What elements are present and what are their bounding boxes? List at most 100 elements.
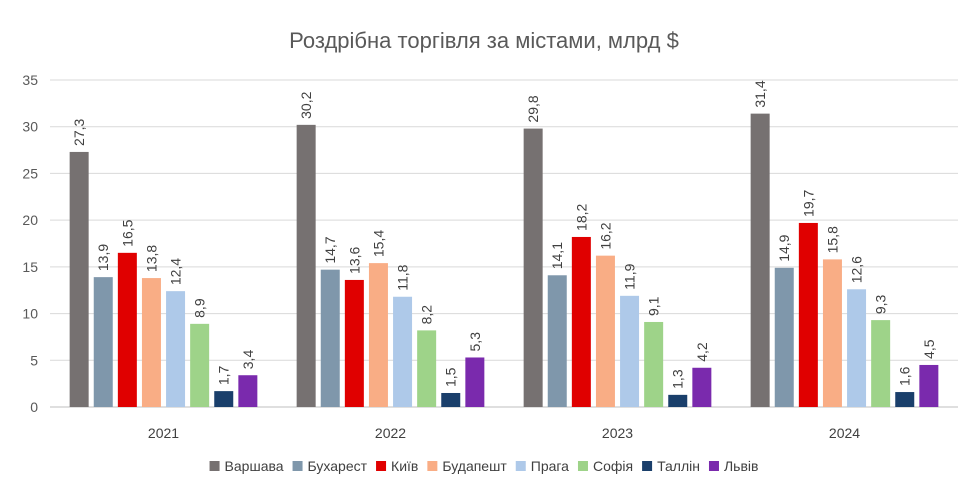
x-category-label: 2023 <box>602 425 633 441</box>
bar <box>93 277 113 407</box>
data-labels: 27,3 13,9 16,5 13,8 12,4 8,9 1,7 3,4 30,2 14,7 13,… <box>71 80 937 389</box>
x-category-label: 2021 <box>148 425 179 441</box>
bar <box>523 128 543 407</box>
legend-swatch <box>708 461 719 471</box>
bar <box>320 269 340 407</box>
data-label: 14,1 <box>549 242 565 269</box>
bar <box>69 151 89 407</box>
data-label: 29,8 <box>525 95 541 122</box>
bar <box>798 222 818 407</box>
bar <box>644 321 664 407</box>
legend-label: Софія <box>593 458 633 474</box>
data-label: 9,3 <box>873 294 889 314</box>
y-tick-label: 30 <box>22 119 38 135</box>
y-tick-label: 35 <box>22 72 38 88</box>
bar <box>238 375 258 407</box>
bar <box>214 391 234 407</box>
data-label: 1,7 <box>216 365 232 385</box>
data-label: 15,8 <box>824 226 840 253</box>
data-label: 13,9 <box>95 244 111 271</box>
legend-swatch <box>292 461 303 471</box>
bar <box>465 357 485 407</box>
legend-label: Бухарест <box>308 458 368 474</box>
legend-swatch <box>577 461 588 471</box>
legend-swatch <box>376 461 387 471</box>
data-label: 18,2 <box>573 203 589 230</box>
data-label: 15,4 <box>370 230 386 257</box>
x-axis-categories: 2021 2022 2023 2024 <box>148 425 860 441</box>
bar <box>344 279 364 407</box>
y-tick-label: 5 <box>30 352 38 368</box>
bar <box>441 392 461 407</box>
x-category-label: 2024 <box>829 425 860 441</box>
data-label: 9,1 <box>646 296 662 316</box>
y-axis-ticks: 0 5 10 15 20 25 30 35 <box>22 72 38 415</box>
bar <box>368 263 388 407</box>
y-tick-label: 0 <box>30 399 38 415</box>
data-label: 27,3 <box>71 118 87 145</box>
legend-swatch <box>427 461 438 471</box>
gridlines <box>50 79 958 408</box>
data-label: 1,6 <box>897 366 913 386</box>
bar <box>774 267 794 407</box>
data-label: 11,8 <box>395 264 411 290</box>
legend-swatch <box>515 461 526 471</box>
legend-label: Прага <box>531 458 569 474</box>
chart-title: Роздрібна торгівля за містами, млрд $ <box>289 28 679 53</box>
data-label: 4,5 <box>921 339 937 359</box>
bar <box>895 392 915 407</box>
bar <box>117 252 137 407</box>
bar <box>750 113 770 407</box>
bar <box>620 295 640 407</box>
data-label: 3,4 <box>240 350 256 370</box>
data-label: 13,8 <box>143 245 159 272</box>
x-category-label: 2022 <box>375 425 406 441</box>
legend-swatch <box>209 461 220 471</box>
bar <box>296 124 316 407</box>
bar <box>190 323 210 407</box>
bar <box>692 367 712 407</box>
bar <box>417 330 437 407</box>
data-label: 11,9 <box>622 263 638 289</box>
data-label: 13,6 <box>346 246 362 273</box>
data-label: 30,2 <box>298 91 314 118</box>
data-label: 1,5 <box>443 367 459 387</box>
bar <box>919 364 939 407</box>
data-label: 1,3 <box>670 369 686 389</box>
legend-label: Будапешт <box>442 458 507 474</box>
y-tick-label: 25 <box>22 165 38 181</box>
bar <box>595 255 615 407</box>
data-label: 16,5 <box>119 219 135 246</box>
bar <box>571 236 591 407</box>
bar <box>668 394 688 407</box>
legend-swatch <box>642 461 653 471</box>
bars <box>69 113 939 407</box>
bar <box>166 291 186 407</box>
bar <box>871 320 891 407</box>
bar <box>547 275 567 407</box>
data-label: 4,2 <box>694 342 710 362</box>
data-label: 8,2 <box>419 305 435 325</box>
data-label: 14,9 <box>776 234 792 261</box>
data-label: 12,4 <box>168 258 184 285</box>
data-label: 31,4 <box>752 80 768 107</box>
legend-label: Варшава <box>225 458 284 474</box>
y-tick-label: 10 <box>22 306 38 322</box>
y-tick-label: 20 <box>22 212 38 228</box>
bar <box>141 278 161 407</box>
data-label: 5,3 <box>467 332 483 352</box>
legend-label: Таллін <box>657 458 700 474</box>
data-label: 14,7 <box>322 236 338 263</box>
y-tick-label: 15 <box>22 259 38 275</box>
legend-label: Київ <box>391 458 418 474</box>
legend: Варшава Бухарест Київ Будапешт Прага Софія Тал… <box>209 458 758 474</box>
data-label: 8,9 <box>192 298 208 318</box>
legend-label: Львів <box>724 458 758 474</box>
bar <box>822 259 842 407</box>
data-label: 16,2 <box>597 222 613 249</box>
bar <box>393 296 413 407</box>
data-label: 12,6 <box>849 256 865 283</box>
bar <box>847 289 867 407</box>
